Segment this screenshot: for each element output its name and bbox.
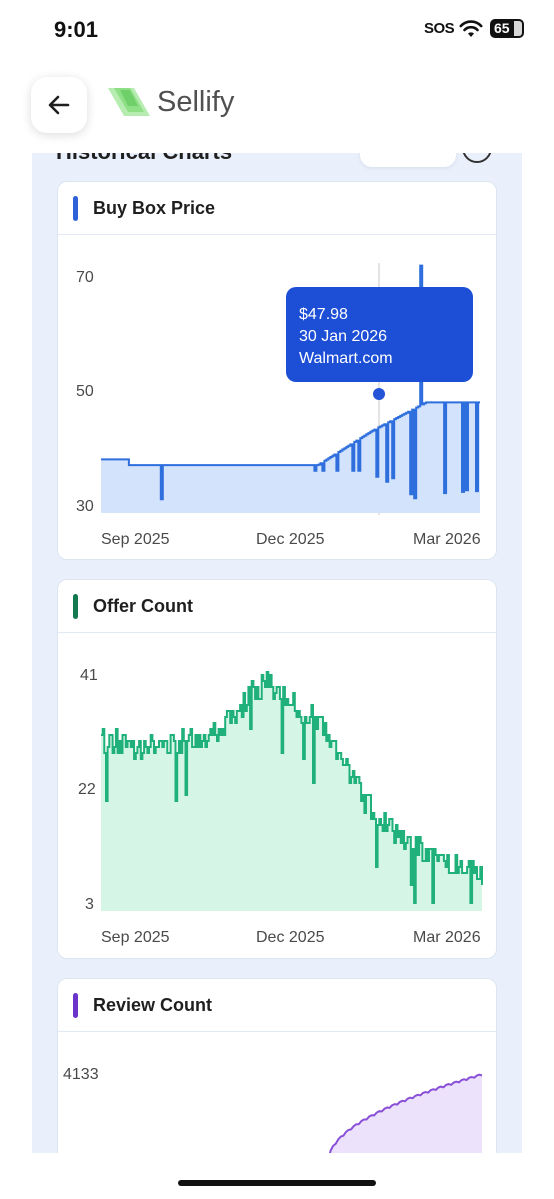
help-icon[interactable] (462, 153, 492, 163)
tooltip-date: 30 Jan 2026 (299, 328, 387, 345)
price-card-header: Buy Box Price (58, 182, 496, 235)
price-card-title: Buy Box Price (93, 198, 216, 218)
wifi-icon (459, 20, 483, 37)
price-x-ticks: Sep 2025 Dec 2025 Mar 2026 (101, 531, 481, 548)
offers-card-title: Offer Count (93, 596, 193, 616)
price-x-tick: Sep 2025 (101, 531, 170, 548)
arrow-left-icon (48, 95, 70, 115)
status-bar: 9:01 SOS 65 (0, 0, 554, 60)
offers-x-ticks: Sep 2025 Dec 2025 Mar 2026 (101, 929, 481, 946)
price-x-tick: Dec 2025 (256, 531, 325, 548)
reviews-area (330, 1074, 482, 1153)
offers-y-tick: 41 (80, 667, 98, 684)
offers-accent-bar (73, 594, 78, 619)
tooltip-price: $47.98 (299, 306, 348, 323)
price-tooltip: $47.98 30 Jan 2026 Walmart.com (286, 287, 473, 382)
section-title: Historical Charts (56, 153, 232, 165)
offers-line (101, 671, 483, 904)
price-accent-bar (73, 196, 78, 221)
price-chart-card: Buy Box Price 70 50 30 $47.98 30 Jan 202… (57, 181, 497, 560)
price-y-tick: 50 (76, 383, 94, 400)
offers-x-tick: Dec 2025 (256, 929, 325, 946)
offers-chart[interactable]: 41 22 3 Sep 2025 Dec 2025 Mar 2026 (58, 633, 497, 959)
offers-x-tick: Mar 2026 (413, 929, 481, 946)
price-x-tick: Mar 2026 (413, 531, 481, 548)
offers-area (101, 672, 482, 911)
price-y-tick: 30 (76, 498, 94, 515)
battery-icon: 65 (490, 19, 524, 38)
offers-y-tick: 22 (78, 781, 96, 798)
price-line (101, 264, 480, 501)
reviews-card-header: Review Count (58, 979, 496, 1032)
offers-chart-card: Offer Count 41 22 3 Sep 2025 Dec 2025 Ma… (57, 579, 497, 959)
back-button[interactable] (31, 77, 87, 133)
sos-indicator: SOS (424, 20, 455, 37)
offers-y-tick: 3 (85, 896, 94, 913)
price-y-tick: 70 (76, 269, 94, 286)
reviews-line (329, 1073, 483, 1153)
price-y-ticks: 70 50 30 (76, 269, 94, 515)
reviews-y-tick: 4133 (63, 1066, 99, 1083)
price-tooltip-point (373, 388, 385, 400)
reviews-accent-bar (73, 993, 78, 1018)
offers-x-tick: Sep 2025 (101, 929, 170, 946)
status-time: 9:01 (54, 17, 99, 42)
offers-card-header: Offer Count (58, 580, 496, 633)
home-indicator[interactable] (178, 1180, 376, 1186)
reviews-chart[interactable]: 4133 (58, 1032, 497, 1153)
price-chart[interactable]: 70 50 30 $47.98 30 Jan 2026 Walmart.com … (58, 235, 497, 560)
reviews-chart-card: Review Count 4133 (57, 978, 497, 1153)
tooltip-seller: Walmart.com (299, 350, 393, 367)
charts-panel: Historical Charts Buy Box Price 70 50 30 (32, 153, 522, 1153)
sellify-logo-icon (108, 88, 150, 116)
reviews-card-title: Review Count (93, 995, 213, 1015)
battery-level: 65 (494, 20, 510, 36)
range-select[interactable] (360, 153, 456, 167)
brand-name: Sellify (157, 86, 235, 118)
offers-y-ticks: 41 22 3 (78, 667, 98, 913)
